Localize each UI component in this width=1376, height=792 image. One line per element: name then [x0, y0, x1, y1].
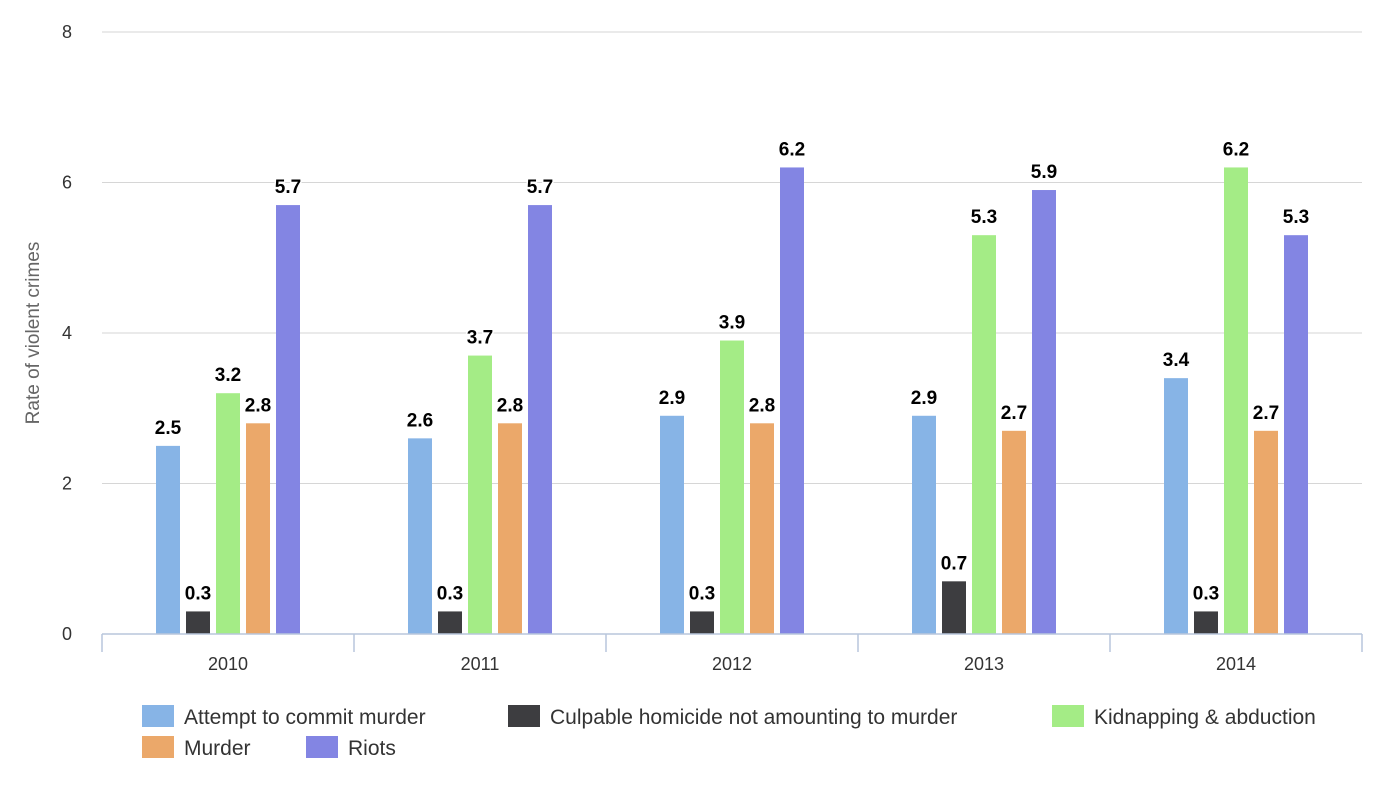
data-label: 5.9	[1031, 162, 1057, 183]
data-label: 3.2	[215, 365, 241, 386]
y-tick-label: 6	[62, 173, 72, 193]
data-label: 2.8	[245, 395, 271, 416]
y-tick-label: 0	[62, 624, 72, 644]
legend-label: Attempt to commit murder	[184, 706, 426, 729]
x-tick-label: 2011	[461, 654, 500, 674]
data-label: 2.8	[497, 395, 523, 416]
data-label: 2.7	[1001, 403, 1027, 424]
data-label: 3.7	[467, 328, 493, 349]
data-label: 6.2	[779, 139, 805, 160]
legend-swatch	[142, 705, 174, 727]
data-label: 5.3	[971, 207, 997, 228]
bar[interactable]	[216, 393, 240, 634]
bar[interactable]	[1284, 235, 1308, 635]
legend-swatch	[1052, 705, 1084, 727]
legend-label: Kidnapping & abduction	[1094, 706, 1316, 729]
data-label: 6.2	[1223, 139, 1249, 160]
data-label: 2.8	[749, 395, 775, 416]
bar[interactable]	[1032, 190, 1056, 634]
bar[interactable]	[972, 235, 996, 635]
data-label: 0.3	[689, 583, 715, 604]
bar[interactable]	[1164, 378, 1188, 634]
bar[interactable]	[1194, 611, 1218, 634]
y-axis-title: Rate of violent crimes	[23, 242, 44, 425]
bar[interactable]	[780, 167, 804, 634]
data-labels: 2.5 2.6 2.9 2.9 3.4 0.3 0.3 0.3 0.7 0.3 3.2 3.7 3.9 5…	[153, 138, 1310, 606]
data-label: 0.3	[1193, 583, 1219, 604]
y-tick-label: 4	[62, 323, 72, 343]
data-label: 2.5	[155, 418, 182, 439]
y-tick-label: 2	[62, 474, 72, 494]
data-label: 3.9	[719, 313, 745, 334]
bar[interactable]	[438, 611, 462, 634]
x-tick-label: 2012	[712, 654, 752, 674]
legend-swatch	[306, 736, 338, 758]
legend-swatch	[142, 736, 174, 758]
legend-swatch	[508, 705, 540, 727]
data-label: 5.7	[527, 177, 553, 198]
bar[interactable]	[1254, 430, 1278, 634]
legend-item[interactable]: Murder	[142, 736, 251, 760]
bar[interactable]	[1002, 430, 1026, 634]
bar[interactable]	[690, 611, 714, 634]
legend-label: Culpable homicide not amounting to murde…	[550, 706, 957, 729]
bar[interactable]	[912, 415, 936, 634]
bar[interactable]	[498, 423, 522, 634]
legend-item[interactable]: Riots	[306, 736, 396, 760]
data-label: 2.6	[407, 410, 433, 431]
legend-label: Riots	[348, 737, 396, 760]
data-label: 3.4	[1163, 350, 1190, 371]
bars	[156, 167, 1308, 635]
bar[interactable]	[468, 355, 492, 634]
bar[interactable]	[186, 611, 210, 634]
bar[interactable]	[750, 423, 774, 634]
legend-item[interactable]: Culpable homicide not amounting to murde…	[508, 705, 957, 729]
data-label: 5.7	[275, 177, 301, 198]
bar[interactable]	[246, 423, 270, 634]
data-label: 5.3	[1283, 207, 1309, 228]
bar[interactable]	[408, 438, 432, 634]
data-label: 0.7	[941, 553, 967, 574]
bar[interactable]	[1224, 167, 1248, 634]
bar[interactable]	[528, 205, 552, 634]
x-tick-label: 2010	[208, 654, 248, 674]
x-tick-label: 2014	[1216, 654, 1256, 674]
bar[interactable]	[156, 445, 180, 634]
data-label: 0.3	[185, 583, 211, 604]
legend[interactable]: Attempt to commit murder Culpable homicid…	[142, 705, 1316, 760]
legend-item[interactable]: Kidnapping & abduction	[1052, 705, 1316, 729]
legend-item[interactable]: Attempt to commit murder	[142, 705, 426, 729]
bar[interactable]	[942, 581, 966, 634]
legend-label: Murder	[184, 737, 251, 760]
bar[interactable]	[276, 205, 300, 634]
bar[interactable]	[720, 340, 744, 634]
axes: 0 2 4 6 8 2010 2011 2012 2013 2014	[62, 22, 1363, 674]
data-label: 0.3	[437, 583, 463, 604]
y-tick-label: 8	[62, 22, 72, 42]
data-label: 2.9	[911, 388, 937, 409]
data-label: 2.9	[659, 388, 685, 409]
data-label: 2.7	[1253, 403, 1279, 424]
x-tick-label: 2013	[964, 654, 1004, 674]
bar[interactable]	[660, 415, 684, 634]
